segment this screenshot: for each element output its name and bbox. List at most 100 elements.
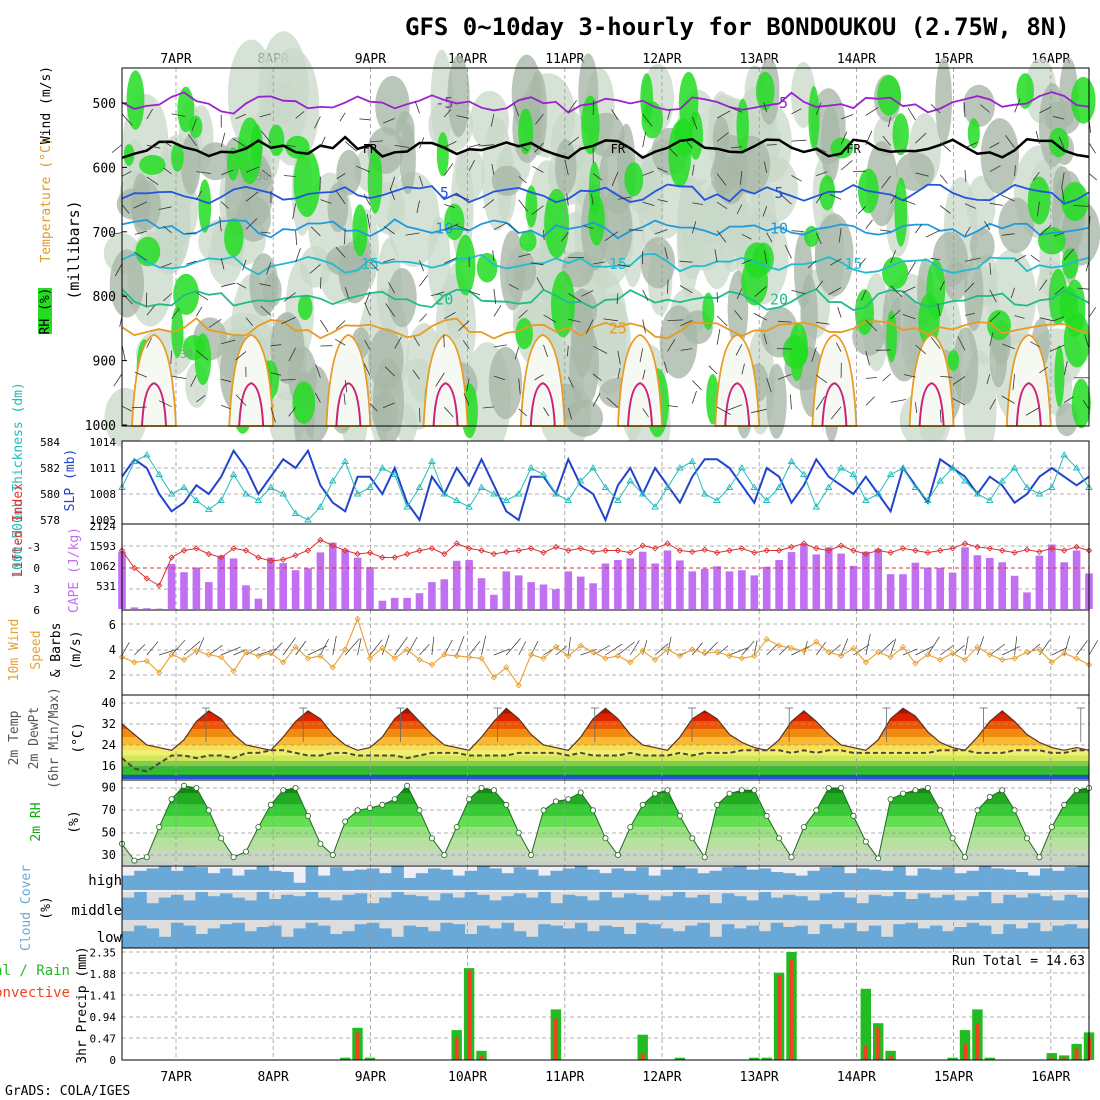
- precip-total-bar: [674, 1057, 686, 1060]
- wind-barb: [344, 286, 349, 299]
- thickness-tick-label: 582: [40, 462, 60, 475]
- surface-wind-barb: [729, 647, 749, 656]
- wind-barb: [163, 225, 172, 234]
- cape-bar: [787, 552, 796, 609]
- thickness-point: [688, 457, 697, 464]
- thickness-point: [465, 503, 473, 510]
- wind-barb: [617, 264, 630, 268]
- wind-barb: [536, 277, 544, 290]
- wind-barb: [121, 113, 133, 126]
- wind-barb: [953, 376, 966, 385]
- cape-bar: [1060, 562, 1068, 609]
- cloud-mid-bar: [562, 894, 576, 920]
- wind-barb: [364, 340, 371, 350]
- cloud-low-bar: [648, 924, 661, 948]
- temp-contour-30: [238, 382, 265, 427]
- contour-label-5: 5: [440, 184, 449, 202]
- wind-barb: [162, 140, 172, 147]
- rh-shade-light: [387, 171, 440, 268]
- lifted-index-point: [1048, 545, 1055, 552]
- rh2m-panel: 30 50 70 90 2m RH (%): [29, 779, 1093, 867]
- wind-barb: [890, 309, 901, 320]
- wind-barb: [221, 282, 236, 288]
- wind-barb: [1061, 186, 1065, 203]
- wind-barb: [270, 344, 282, 347]
- rh-shade-light: [589, 293, 631, 395]
- thickness-point: [366, 483, 374, 490]
- surface-wind-barb: [493, 648, 510, 656]
- cloud-mid-bar: [1015, 897, 1029, 920]
- wind-speed-point: [738, 655, 746, 662]
- rh-shade-grey: [399, 123, 416, 195]
- surface-wind-barb: [443, 639, 453, 656]
- rh-shade-green: [640, 73, 654, 124]
- rh-point: [949, 835, 956, 842]
- wind-barb: [336, 190, 346, 205]
- cloud-mid-bar: [893, 892, 906, 920]
- rh-point: [404, 782, 411, 789]
- wind-barb: [369, 403, 378, 412]
- lifted-index-point: [986, 545, 993, 552]
- run-total-label: Run Total = 14.63: [952, 954, 1085, 969]
- rh-point: [602, 835, 609, 842]
- lifted-index-point: [837, 542, 845, 549]
- cloud-mid-bar: [244, 900, 257, 920]
- wind-barb: [196, 350, 209, 361]
- rh-shade-grey: [640, 237, 676, 289]
- wind-barb: [989, 332, 994, 347]
- wind-speed-point: [937, 656, 944, 663]
- wind-barb: [242, 259, 247, 271]
- rh-point: [1011, 807, 1018, 814]
- surface-wind-barb: [1014, 636, 1018, 656]
- rh-point: [838, 785, 845, 792]
- wind-speed-point: [589, 648, 597, 656]
- wind-barb: [692, 202, 704, 205]
- thickness-point: [961, 477, 969, 484]
- wind-barb: [394, 145, 410, 148]
- pressure-tick-label: 600: [93, 161, 116, 176]
- cape-tick-label: 1062: [90, 560, 117, 573]
- wind-barb: [171, 113, 185, 117]
- cloud-low-bar: [195, 934, 208, 948]
- rh-shade-green: [455, 234, 476, 296]
- rh-point: [751, 787, 758, 794]
- cloud-low-bar: [599, 925, 612, 948]
- temp-band: [122, 721, 1089, 730]
- footer-credit: GrADS: COLA/IGES: [5, 1084, 130, 1099]
- wind-barb: [964, 313, 975, 316]
- surface-wind-barb: [716, 645, 729, 656]
- thickness-point: [353, 490, 362, 497]
- rh-point: [1073, 787, 1080, 794]
- lifted-index-point: [441, 550, 448, 558]
- wind-barb: [735, 344, 743, 356]
- cloud-high-bar: [464, 870, 478, 890]
- slp-thickness-panel-bg: [122, 441, 1089, 524]
- wind-speed-point: [255, 652, 262, 660]
- cloud-low-bar: [562, 928, 576, 948]
- cloud-mid-bar: [1027, 893, 1041, 920]
- cloud-high-bar: [1052, 870, 1065, 890]
- wind-barb: [716, 110, 731, 119]
- rh-point: [763, 812, 770, 819]
- contour-label-15: 15: [844, 255, 862, 273]
- rh-point: [552, 798, 559, 805]
- rh-point: [788, 854, 795, 861]
- cloud-high-bar: [734, 866, 747, 890]
- cloud-low-bar: [1052, 925, 1065, 948]
- lifted-index-point: [775, 547, 783, 554]
- wind-speed-point: [788, 645, 795, 652]
- thickness-point: [304, 516, 312, 523]
- precip-convective-bar: [355, 1032, 360, 1060]
- wind-barb: [777, 373, 792, 380]
- wind-speed-point: [614, 652, 622, 660]
- wind-barb: [1014, 255, 1026, 262]
- wind-barb: [320, 319, 329, 333]
- wind-barb: [444, 406, 454, 418]
- wind-barb: [816, 321, 830, 325]
- wind-barb: [336, 320, 346, 330]
- cloud-mid-bar: [831, 892, 845, 920]
- cloud-mid-bar: [734, 896, 747, 920]
- cape-bar: [837, 553, 845, 609]
- rh-shade-grey: [555, 139, 577, 195]
- surface-wind-barb: [344, 638, 360, 656]
